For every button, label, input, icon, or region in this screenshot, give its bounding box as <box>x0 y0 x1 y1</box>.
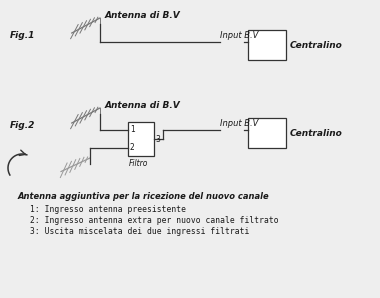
Text: Antenna aggiuntiva per la ricezione del nuovo canale: Antenna aggiuntiva per la ricezione del … <box>18 192 270 201</box>
Text: Input B.V: Input B.V <box>220 119 258 128</box>
Text: Centralino: Centralino <box>290 41 343 49</box>
Text: 1: Ingresso antenna preesistente: 1: Ingresso antenna preesistente <box>30 205 186 214</box>
Bar <box>248 118 286 148</box>
Text: Centralino: Centralino <box>290 128 343 137</box>
Text: 1: 1 <box>130 125 135 134</box>
Text: Antenna di B.V: Antenna di B.V <box>105 12 181 21</box>
Text: 2: 2 <box>130 144 135 153</box>
Text: 3: 3 <box>155 134 160 144</box>
Text: 3: Uscita miscelata dei due ingressi filtrati: 3: Uscita miscelata dei due ingressi fil… <box>30 227 249 236</box>
Text: Fig.2: Fig.2 <box>10 120 35 130</box>
Text: Filtro: Filtro <box>129 159 148 168</box>
Text: Antenna di B.V: Antenna di B.V <box>105 102 181 111</box>
Bar <box>248 30 286 60</box>
Text: 2: Ingresso antenna extra per nuovo canale filtrato: 2: Ingresso antenna extra per nuovo cana… <box>30 216 279 225</box>
Text: Input B.V: Input B.V <box>220 31 258 40</box>
Text: Fig.1: Fig.1 <box>10 30 35 40</box>
Bar <box>128 122 154 156</box>
